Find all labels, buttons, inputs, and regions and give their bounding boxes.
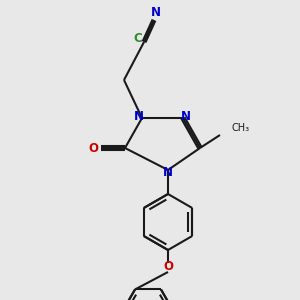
Text: CH₃: CH₃ [232, 123, 250, 133]
Text: N: N [151, 5, 161, 19]
Text: C: C [134, 32, 142, 44]
Text: O: O [88, 142, 98, 154]
Text: N: N [134, 110, 144, 124]
Text: N: N [181, 110, 191, 124]
Text: O: O [163, 260, 173, 272]
Text: N: N [163, 166, 173, 178]
